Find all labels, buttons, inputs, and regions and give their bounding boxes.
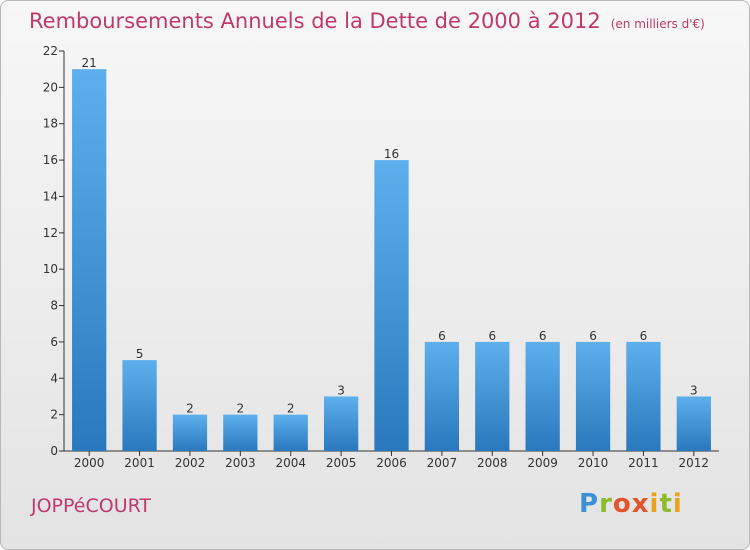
x-tick-label-2002: 2002 xyxy=(175,456,206,470)
bar-2012 xyxy=(676,396,711,451)
x-tick-label-2008: 2008 xyxy=(477,456,508,470)
logo-letter: x xyxy=(631,489,650,519)
logo-letter: r xyxy=(599,489,613,519)
bar-2003 xyxy=(223,414,258,451)
data-label-2004: 2 xyxy=(287,402,295,416)
x-tick-label-2005: 2005 xyxy=(326,456,357,470)
x-tick-label-2007: 2007 xyxy=(427,456,458,470)
y-tick-label: 8 xyxy=(50,299,58,313)
data-label-2008: 6 xyxy=(488,329,496,343)
logo-letter: i xyxy=(672,489,683,519)
data-label-2002: 2 xyxy=(186,402,194,416)
y-tick-label: 10 xyxy=(43,262,58,276)
bar-2000 xyxy=(72,69,107,451)
x-tick-label-2003: 2003 xyxy=(225,456,256,470)
x-tick-label-2004: 2004 xyxy=(275,456,306,470)
logo-letter: o xyxy=(612,489,632,519)
y-tick-label: 0 xyxy=(50,444,58,458)
data-label-2006: 16 xyxy=(384,147,399,161)
bar-2007 xyxy=(424,341,460,451)
chart-title: Remboursements Annuels de la Dette de 20… xyxy=(29,9,705,33)
x-tick-label-2006: 2006 xyxy=(376,456,407,470)
y-axis: 0 2 4 6 8 10 12 14 16 18 20 22 xyxy=(43,44,65,458)
data-label-2003: 2 xyxy=(237,402,245,416)
proxiti-logo: Proxiti xyxy=(579,489,683,519)
logo-letter: i xyxy=(649,489,660,519)
bar-2006 xyxy=(374,160,409,451)
y-tick-label: 18 xyxy=(43,117,58,131)
x-tick-label-2009: 2009 xyxy=(527,456,558,470)
data-label-2012: 3 xyxy=(690,383,698,397)
data-label-2007: 6 xyxy=(438,329,446,343)
bar-2005 xyxy=(323,396,359,451)
bar-2008 xyxy=(475,341,510,451)
x-tick-label-2011: 2011 xyxy=(628,456,659,470)
city-name: JOPPéCOURT xyxy=(31,495,152,517)
bar-2009 xyxy=(525,341,560,451)
bar-2002 xyxy=(172,414,208,451)
x-tick-label-2012: 2012 xyxy=(679,456,710,470)
y-tick-label: 16 xyxy=(43,153,58,167)
data-label-2011: 6 xyxy=(640,329,648,343)
logo-letter: P xyxy=(579,489,600,519)
y-tick-label: 2 xyxy=(50,408,58,422)
data-label-2000: 21 xyxy=(82,56,97,70)
data-label-2005: 3 xyxy=(337,383,345,397)
chart-title-unit: (en milliers d'€) xyxy=(610,17,705,31)
bar-2011 xyxy=(626,341,661,451)
y-tick-label: 6 xyxy=(50,335,58,349)
y-tick-label: 20 xyxy=(43,80,58,94)
x-axis: 2000 2001 2002 2003 2004 2005 2006 2007 2008 2009… xyxy=(64,450,719,470)
bar-2010 xyxy=(575,341,611,451)
x-tick-label-2001: 2001 xyxy=(124,456,155,470)
y-tick-label: 4 xyxy=(50,371,58,385)
data-label-2010: 6 xyxy=(589,329,597,343)
bar-2004 xyxy=(273,414,308,451)
x-tick-label-2010: 2010 xyxy=(578,456,609,470)
x-tick-label-2000: 2000 xyxy=(74,456,105,470)
y-tick-label: 12 xyxy=(43,226,58,240)
chart-title-text: Remboursements Annuels de la Dette de 20… xyxy=(29,9,601,33)
data-label-2009: 6 xyxy=(539,329,547,343)
data-label-2001: 5 xyxy=(136,347,144,361)
bar-2001 xyxy=(122,360,157,451)
bars: 21 5 2 2 2 3 16 6 6 6 6 6 3 xyxy=(72,56,711,451)
y-tick-label: 14 xyxy=(43,189,58,203)
logo-letter: t xyxy=(659,489,673,519)
y-tick-label: 22 xyxy=(43,44,58,58)
